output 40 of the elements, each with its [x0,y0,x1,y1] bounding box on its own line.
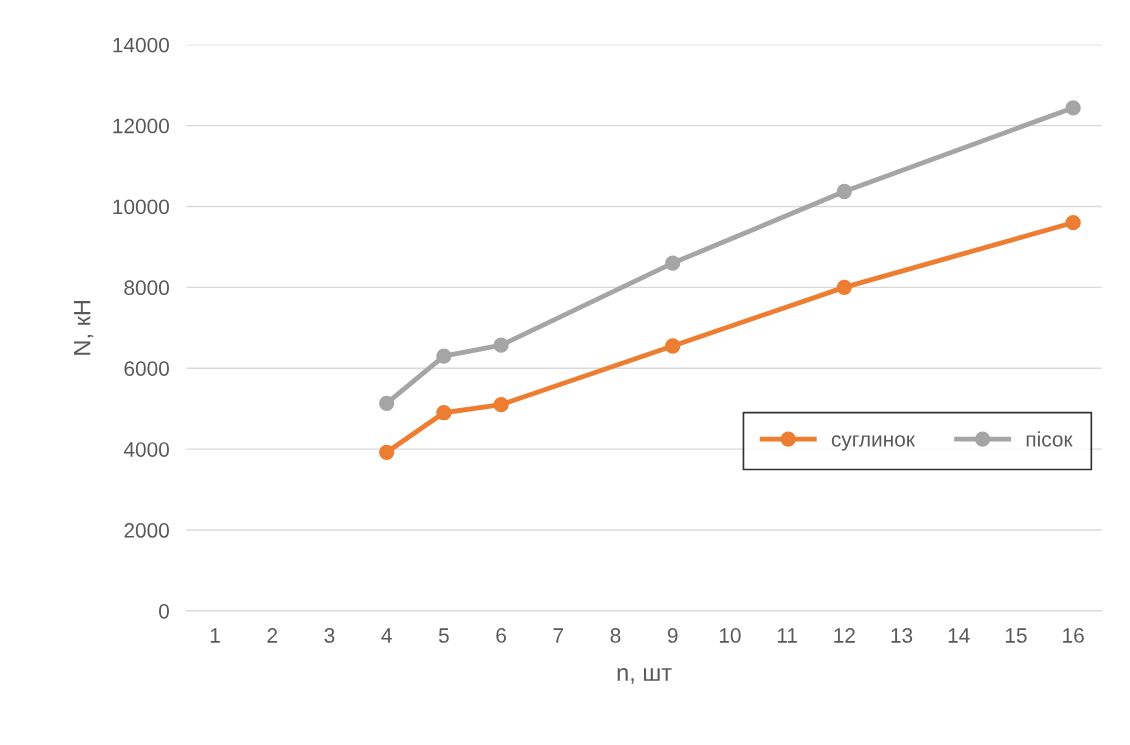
x-axis-title: n, шт [617,668,672,684]
x-tick-label: 15 [1005,628,1027,643]
x-tick-label: 6 [496,628,506,643]
x-tick-label: 10 [719,628,741,643]
y-axis-title: N, кН [74,300,94,355]
x-tick-label: 4 [381,628,392,643]
point [836,183,852,200]
y-tick-label: 10000 [113,199,169,215]
legend-label: суглинок [831,435,916,451]
point [836,279,852,295]
x-tick-label: 1 [210,628,220,643]
point [493,337,509,353]
point [436,348,452,364]
x-tick-label: 8 [610,628,621,643]
point [665,338,681,354]
x-tick-label: 14 [948,628,970,643]
point [1065,215,1081,231]
x-tick-label: 5 [438,628,449,643]
x-tick-label: 16 [1063,628,1084,643]
point [493,397,509,413]
y-tick-label: 8000 [124,280,169,296]
y-tick-label: 0 [159,603,169,619]
point [665,255,681,271]
x-tick-label: 13 [891,628,913,643]
point [379,444,395,461]
x-tick-label: 3 [324,628,335,643]
y-tick-label: 14000 [113,37,169,53]
y-tick-label: 6000 [124,361,169,376]
x-tick-label: 9 [667,628,678,643]
y-tick-label: 4000 [123,442,169,457]
x-tick-label: 7 [553,628,564,643]
y-tick-label: 12000 [113,118,169,134]
x-tick-label: 2 [267,628,278,643]
point [379,395,395,412]
point [1065,100,1081,116]
legend-label: пісок [1026,431,1073,447]
x-tick-label: 11 [777,628,797,643]
y-tick-label: 2000 [124,523,169,538]
point [436,405,452,421]
x-tick-label: 12 [834,628,855,643]
